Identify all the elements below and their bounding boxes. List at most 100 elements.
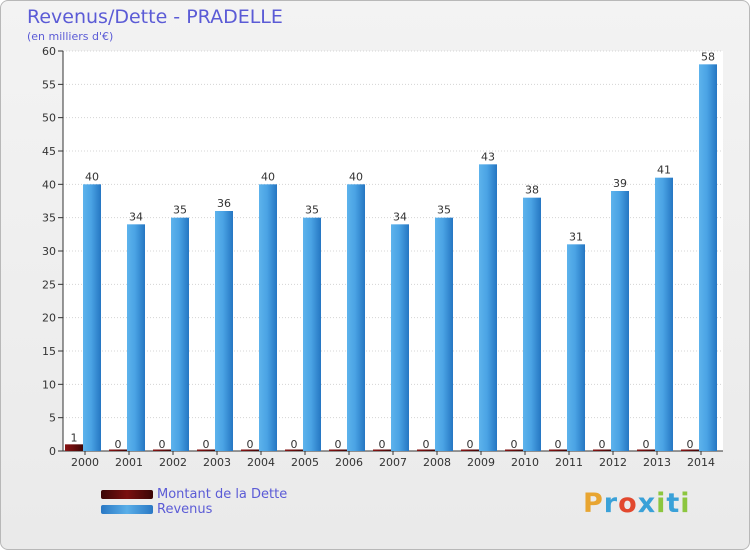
legend-swatch-revenus bbox=[101, 505, 153, 514]
data-label-dette: 1 bbox=[71, 431, 78, 444]
data-label-dette: 0 bbox=[335, 438, 342, 451]
x-tick-label: 2007 bbox=[379, 456, 407, 469]
data-label-dette: 0 bbox=[599, 438, 606, 451]
data-label-revenus: 39 bbox=[613, 177, 627, 190]
data-label-revenus: 40 bbox=[261, 170, 275, 183]
data-label-revenus: 34 bbox=[393, 210, 407, 223]
logo-letter: x bbox=[637, 488, 657, 519]
data-label-dette: 0 bbox=[467, 438, 474, 451]
bar-dette bbox=[329, 449, 347, 451]
y-tick-label: 35 bbox=[42, 212, 56, 225]
x-tick-label: 2000 bbox=[71, 456, 99, 469]
y-tick-label: 60 bbox=[42, 45, 56, 58]
x-tick-label: 2002 bbox=[159, 456, 187, 469]
y-tick-label: 15 bbox=[42, 345, 56, 358]
x-tick-label: 2001 bbox=[115, 456, 143, 469]
bar-dette bbox=[593, 449, 611, 451]
y-tick-label: 0 bbox=[49, 445, 56, 458]
bar-dette bbox=[637, 449, 655, 451]
chart-subtitle: (en milliers d'€) bbox=[27, 30, 114, 43]
bar-dette bbox=[285, 449, 303, 451]
proxiti-logo: Proxiti bbox=[583, 488, 691, 519]
bar-revenus bbox=[523, 197, 541, 451]
data-label-dette: 0 bbox=[115, 438, 122, 451]
bar-revenus bbox=[259, 184, 277, 452]
bar-dette bbox=[417, 449, 435, 451]
bar-dette bbox=[549, 449, 567, 451]
y-tick-label: 40 bbox=[42, 178, 56, 191]
bar-revenus bbox=[435, 217, 453, 451]
bar-dette bbox=[153, 449, 171, 451]
logo-letter: i bbox=[656, 488, 667, 519]
legend-label-revenus: Revenus bbox=[157, 502, 213, 517]
x-tick-label: 2012 bbox=[599, 456, 627, 469]
data-label-revenus: 43 bbox=[481, 150, 495, 163]
data-label-dette: 0 bbox=[247, 438, 254, 451]
bar-revenus bbox=[171, 217, 189, 451]
data-label-revenus: 58 bbox=[701, 50, 715, 63]
legend-swatch-dette bbox=[101, 490, 153, 499]
logo-letter: t bbox=[666, 488, 681, 519]
data-label-dette: 0 bbox=[379, 438, 386, 451]
data-label-revenus: 40 bbox=[85, 170, 99, 183]
logo-letter: r bbox=[603, 488, 619, 519]
y-tick-label: 20 bbox=[42, 312, 56, 325]
bar-dette bbox=[65, 444, 83, 451]
legend-label-dette: Montant de la Dette bbox=[157, 487, 288, 502]
y-tick-label: 30 bbox=[42, 245, 56, 258]
y-tick-label: 55 bbox=[42, 78, 56, 91]
bar-revenus bbox=[127, 224, 145, 451]
data-label-dette: 0 bbox=[203, 438, 210, 451]
data-label-revenus: 35 bbox=[437, 204, 451, 217]
x-tick-label: 2003 bbox=[203, 456, 231, 469]
logo-letter: P bbox=[583, 488, 604, 519]
chart-title: Revenus/Dette - PRADELLE bbox=[27, 6, 283, 28]
bar-revenus bbox=[699, 64, 717, 452]
data-label-revenus: 35 bbox=[305, 204, 319, 217]
x-tick-label: 2010 bbox=[511, 456, 539, 469]
bar-dette bbox=[681, 449, 699, 451]
data-label-dette: 0 bbox=[291, 438, 298, 451]
bar-dette bbox=[109, 449, 127, 451]
data-label-dette: 0 bbox=[511, 438, 518, 451]
logo-letter: i bbox=[680, 488, 691, 519]
data-label-revenus: 41 bbox=[657, 164, 671, 177]
bar-revenus bbox=[303, 217, 321, 451]
data-label-revenus: 31 bbox=[569, 230, 583, 243]
data-label-revenus: 35 bbox=[173, 204, 187, 217]
bar-revenus bbox=[83, 184, 101, 452]
bar-revenus bbox=[567, 244, 585, 451]
data-label-dette: 0 bbox=[423, 438, 430, 451]
x-tick-label: 2004 bbox=[247, 456, 275, 469]
bar-revenus bbox=[215, 211, 233, 451]
x-tick-label: 2014 bbox=[687, 456, 715, 469]
x-tick-label: 2006 bbox=[335, 456, 363, 469]
y-tick-label: 50 bbox=[42, 112, 56, 125]
bar-dette bbox=[197, 449, 215, 451]
x-tick-label: 2013 bbox=[643, 456, 671, 469]
bar-revenus bbox=[611, 191, 629, 451]
bar-dette bbox=[241, 449, 259, 451]
bar-revenus bbox=[391, 224, 409, 451]
x-tick-label: 2009 bbox=[467, 456, 495, 469]
data-label-revenus: 36 bbox=[217, 197, 231, 210]
data-label-revenus: 38 bbox=[525, 184, 539, 197]
x-tick-label: 2008 bbox=[423, 456, 451, 469]
data-label-revenus: 34 bbox=[129, 210, 143, 223]
y-tick-label: 5 bbox=[49, 412, 56, 425]
bar-dette bbox=[461, 449, 479, 451]
bar-dette bbox=[505, 449, 523, 451]
data-label-dette: 0 bbox=[555, 438, 562, 451]
x-tick-label: 2011 bbox=[555, 456, 583, 469]
data-label-revenus: 40 bbox=[349, 170, 363, 183]
data-label-dette: 0 bbox=[159, 438, 166, 451]
y-tick-label: 25 bbox=[42, 278, 56, 291]
bar-revenus bbox=[655, 177, 673, 451]
bar-revenus bbox=[479, 164, 497, 452]
y-tick-label: 10 bbox=[42, 378, 56, 391]
bar-revenus bbox=[347, 184, 365, 452]
logo-letter: o bbox=[618, 488, 638, 519]
bar-dette bbox=[373, 449, 391, 451]
